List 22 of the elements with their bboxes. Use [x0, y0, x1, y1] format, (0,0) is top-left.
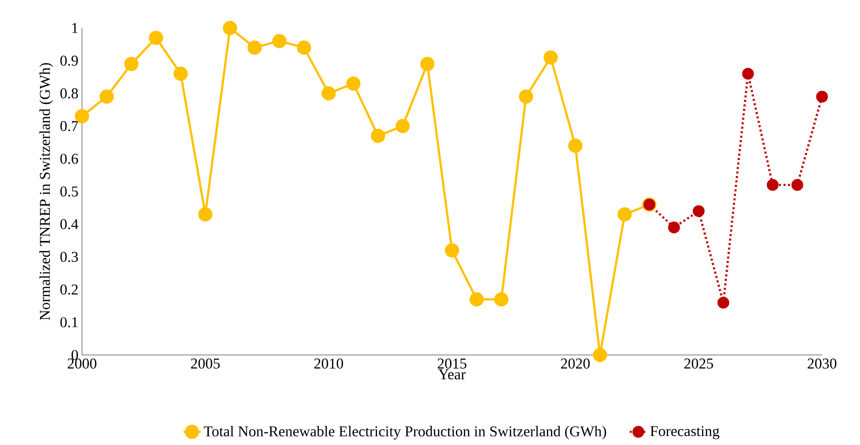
- y-axis-title: Normalized TNREP in Switzerland (GWh): [39, 63, 53, 320]
- x-tick-label: 2020: [561, 358, 590, 369]
- y-tick-label: 0.7: [60, 121, 78, 132]
- y-tick-label: 0: [72, 350, 78, 360]
- y-tick-label: 0.1: [60, 317, 78, 328]
- y-tick-label: 0.2: [60, 284, 78, 295]
- y-tick-label: 0.4: [60, 219, 78, 230]
- x-tick-label: 2015: [438, 358, 466, 369]
- y-tick-label: 0.6: [60, 154, 78, 164]
- y-tick-label: 0.9: [60, 56, 78, 66]
- y-tick-label: 0.5: [60, 186, 78, 197]
- y-tick-label: 0.3: [60, 252, 78, 262]
- x-tick-label: 2010: [314, 358, 344, 369]
- x-tick-label: 2025: [684, 358, 714, 369]
- y-tick-label: 1: [72, 23, 78, 33]
- x-tick-label: 2005: [191, 358, 220, 369]
- x-tick-label: 2030: [808, 358, 836, 369]
- y-tick-label: 0.8: [60, 88, 78, 98]
- legend-label: Total Non-Renewable Electricity Production in Switzerland (GWh): [204, 426, 606, 440]
- x-tick-label: 2000: [68, 358, 96, 369]
- legend-label: Forecasting: [650, 426, 720, 440]
- x-axis-title: Year: [438, 369, 466, 380]
